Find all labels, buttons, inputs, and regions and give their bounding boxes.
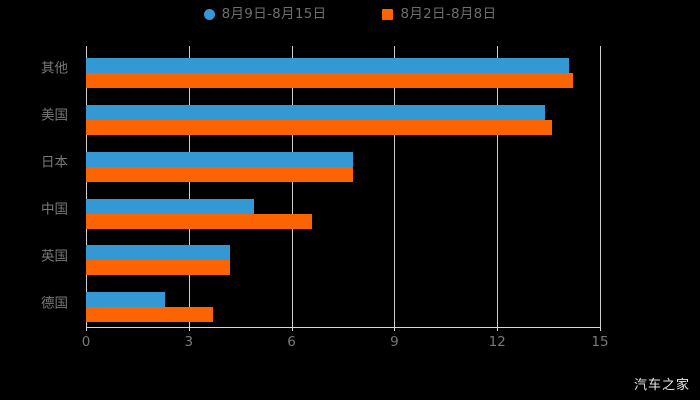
legend-item-series-2[interactable]: 8月2日-8月8日 [382, 6, 497, 22]
x-axis-line [86, 327, 601, 328]
gridline [394, 46, 396, 327]
y-axis-label-英国: 英国 [41, 248, 68, 264]
circle-marker-icon [203, 9, 215, 21]
chart-legend: 8月9日-8月15日 8月2日-8月8日 [0, 6, 700, 22]
y-axis-label-德国: 德国 [41, 294, 68, 311]
bar-series-1[interactable] [86, 58, 570, 73]
y-axis-labels: 其他美国日本中国英国德国 [0, 46, 78, 327]
x-axis-tick [291, 327, 293, 331]
plot-area [86, 46, 601, 327]
bar-series-2[interactable] [86, 260, 230, 276]
x-axis-label-6: 6 [287, 334, 296, 350]
y-axis-label-美国: 美国 [41, 107, 68, 124]
bar-group [86, 140, 600, 187]
x-axis-tick [394, 327, 396, 331]
legend-label-series-2: 8月2日-8月8日 [400, 6, 497, 22]
y-axis-label-其他: 其他 [41, 60, 68, 77]
bar-series-2[interactable] [86, 73, 573, 88]
square-marker-icon [382, 9, 394, 21]
bar-series-2[interactable] [86, 166, 354, 182]
bar-series-1[interactable] [86, 151, 354, 167]
bar-group [86, 46, 600, 93]
x-axis-labels: 0 3 6 9 12 15 [0, 334, 700, 356]
bar-group [86, 187, 600, 234]
x-axis-label-9: 9 [390, 334, 399, 350]
bar-series-1[interactable] [86, 292, 165, 308]
y-axis-label-中国: 中国 [41, 201, 68, 218]
legend-label-series-1: 8月9日-8月15日 [221, 6, 327, 22]
x-axis-label-12: 12 [488, 334, 506, 350]
x-axis-tick [188, 327, 190, 331]
x-axis-tick [497, 327, 499, 331]
x-axis-tick [86, 327, 87, 331]
gridline [188, 46, 190, 327]
bar-group [86, 93, 600, 140]
bar-series-1[interactable] [86, 198, 254, 214]
gridline [86, 46, 87, 327]
bar-series-2[interactable] [86, 307, 213, 323]
bar-series-2[interactable] [86, 213, 313, 229]
gridline [600, 46, 601, 327]
y-axis-label-日本: 日本 [41, 154, 68, 171]
watermark: 汽车之家 [633, 378, 690, 393]
bar-group [86, 233, 600, 280]
bar-group [86, 280, 600, 327]
bar-series-1[interactable] [86, 104, 546, 120]
bar-series-2[interactable] [86, 119, 553, 135]
bar-series-1[interactable] [86, 245, 230, 261]
x-axis-label-0: 0 [81, 334, 91, 350]
gridline [291, 46, 293, 327]
gridline [497, 46, 499, 327]
x-axis-tick [600, 327, 601, 331]
x-axis-label-3: 3 [184, 334, 194, 350]
legend-item-series-1[interactable]: 8月9日-8月15日 [203, 6, 327, 22]
x-axis-label-15: 15 [591, 334, 609, 350]
